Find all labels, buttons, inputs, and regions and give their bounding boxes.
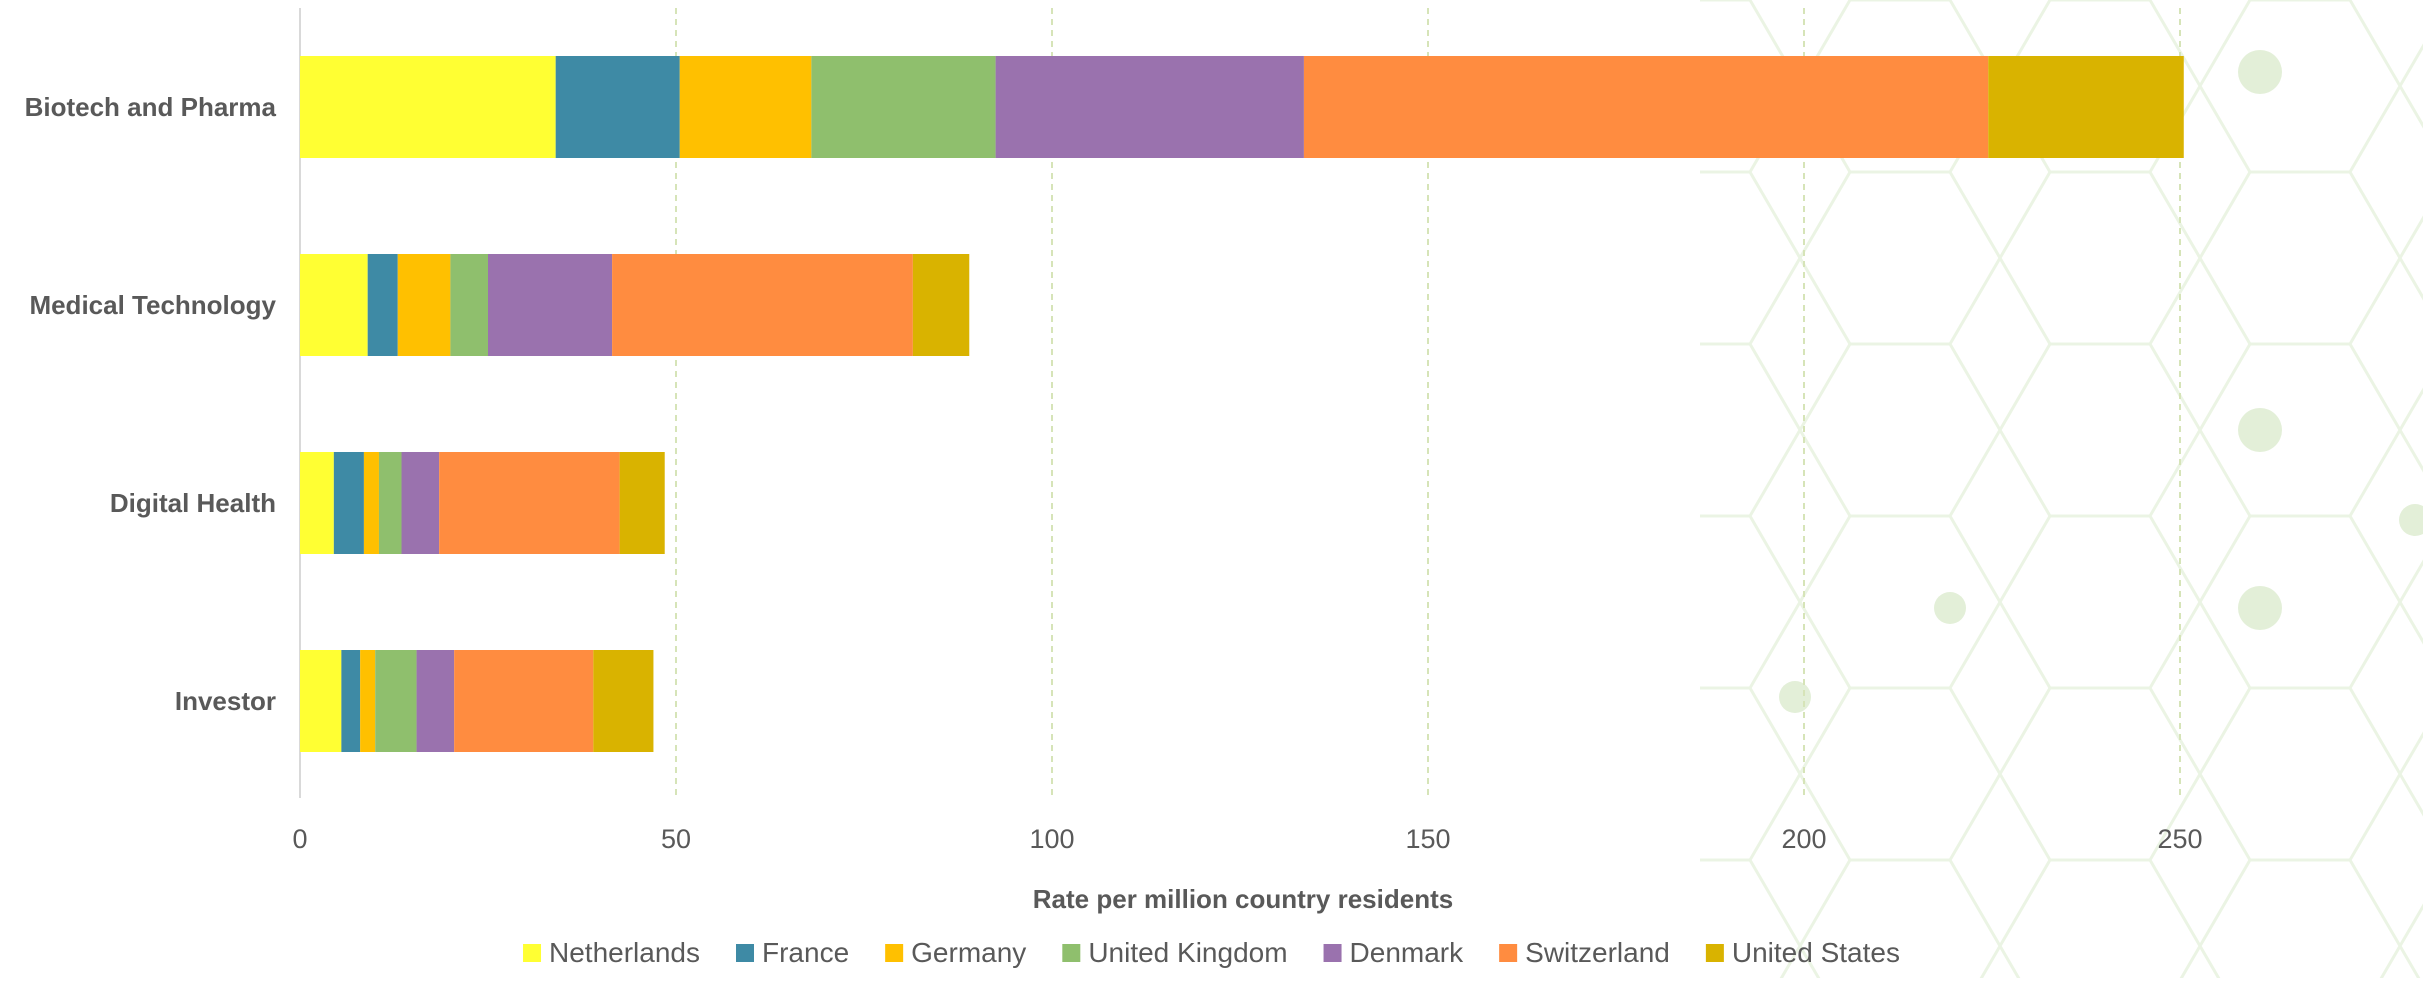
legend-swatch — [736, 944, 754, 962]
bar-segment — [612, 254, 913, 356]
bars — [300, 56, 2184, 752]
bar-segment — [360, 650, 376, 752]
legend-label: Netherlands — [549, 937, 700, 968]
legend-swatch — [1499, 944, 1518, 962]
bar-segment — [300, 650, 342, 752]
legend-swatch — [885, 944, 904, 962]
bar-segment — [401, 452, 440, 554]
bar-segment — [300, 56, 556, 158]
legend-swatch — [1323, 944, 1342, 962]
bar-segment — [619, 452, 665, 554]
bar-segment — [679, 56, 812, 158]
legend-label: Denmark — [1350, 937, 1465, 968]
x-tick-label: 150 — [1405, 824, 1450, 854]
bar-segment — [454, 650, 594, 752]
x-axis-ticks: 0 50 100 150 200 250 — [292, 824, 2202, 854]
bar-segment — [333, 452, 364, 554]
legend-label: Germany — [911, 937, 1026, 968]
bar-segment — [555, 56, 680, 158]
bar-segment — [341, 650, 361, 752]
bar-segment — [995, 56, 1304, 158]
category-label: Digital Health — [110, 488, 276, 518]
bar-segment — [378, 452, 402, 554]
bar-segment — [1303, 56, 1989, 158]
legend-label: Switzerland — [1525, 937, 1670, 968]
bar-segment — [593, 650, 654, 752]
bar-segment — [488, 254, 613, 356]
legend-swatch — [1062, 944, 1081, 962]
x-tick-label: 50 — [661, 824, 691, 854]
x-tick-label: 200 — [1781, 824, 1826, 854]
bar-segment — [912, 254, 970, 356]
bar-segment — [450, 254, 488, 356]
x-tick-label: 250 — [2157, 824, 2202, 854]
x-axis-title: Rate per million country residents — [1033, 884, 1453, 914]
bar-segment — [300, 452, 334, 554]
legend-label: United States — [1732, 937, 1900, 968]
category-label: Investor — [175, 686, 276, 716]
bar-segment — [375, 650, 417, 752]
bar-segment — [367, 254, 398, 356]
bar-segment — [397, 254, 451, 356]
legend-swatch — [523, 944, 542, 962]
bar-segment — [416, 650, 455, 752]
bar-segment — [811, 56, 996, 158]
legend-swatch — [1705, 944, 1724, 962]
legend-label: United Kingdom — [1088, 937, 1287, 968]
legend: Netherlands France Germany United Kingdom De… — [523, 937, 1900, 968]
bar-segment — [1988, 56, 2184, 158]
bar-segment — [300, 254, 368, 356]
category-label: Biotech and Pharma — [25, 92, 277, 122]
background-decoration — [1700, 0, 2423, 978]
bar-segment — [363, 452, 379, 554]
x-tick-label: 0 — [292, 824, 307, 854]
category-label: Medical Technology — [29, 290, 276, 320]
bar-segment — [439, 452, 620, 554]
x-tick-label: 100 — [1029, 824, 1074, 854]
legend-label: France — [762, 937, 849, 968]
category-labels: Biotech and Pharma Medical Technology Digi… — [25, 92, 277, 716]
